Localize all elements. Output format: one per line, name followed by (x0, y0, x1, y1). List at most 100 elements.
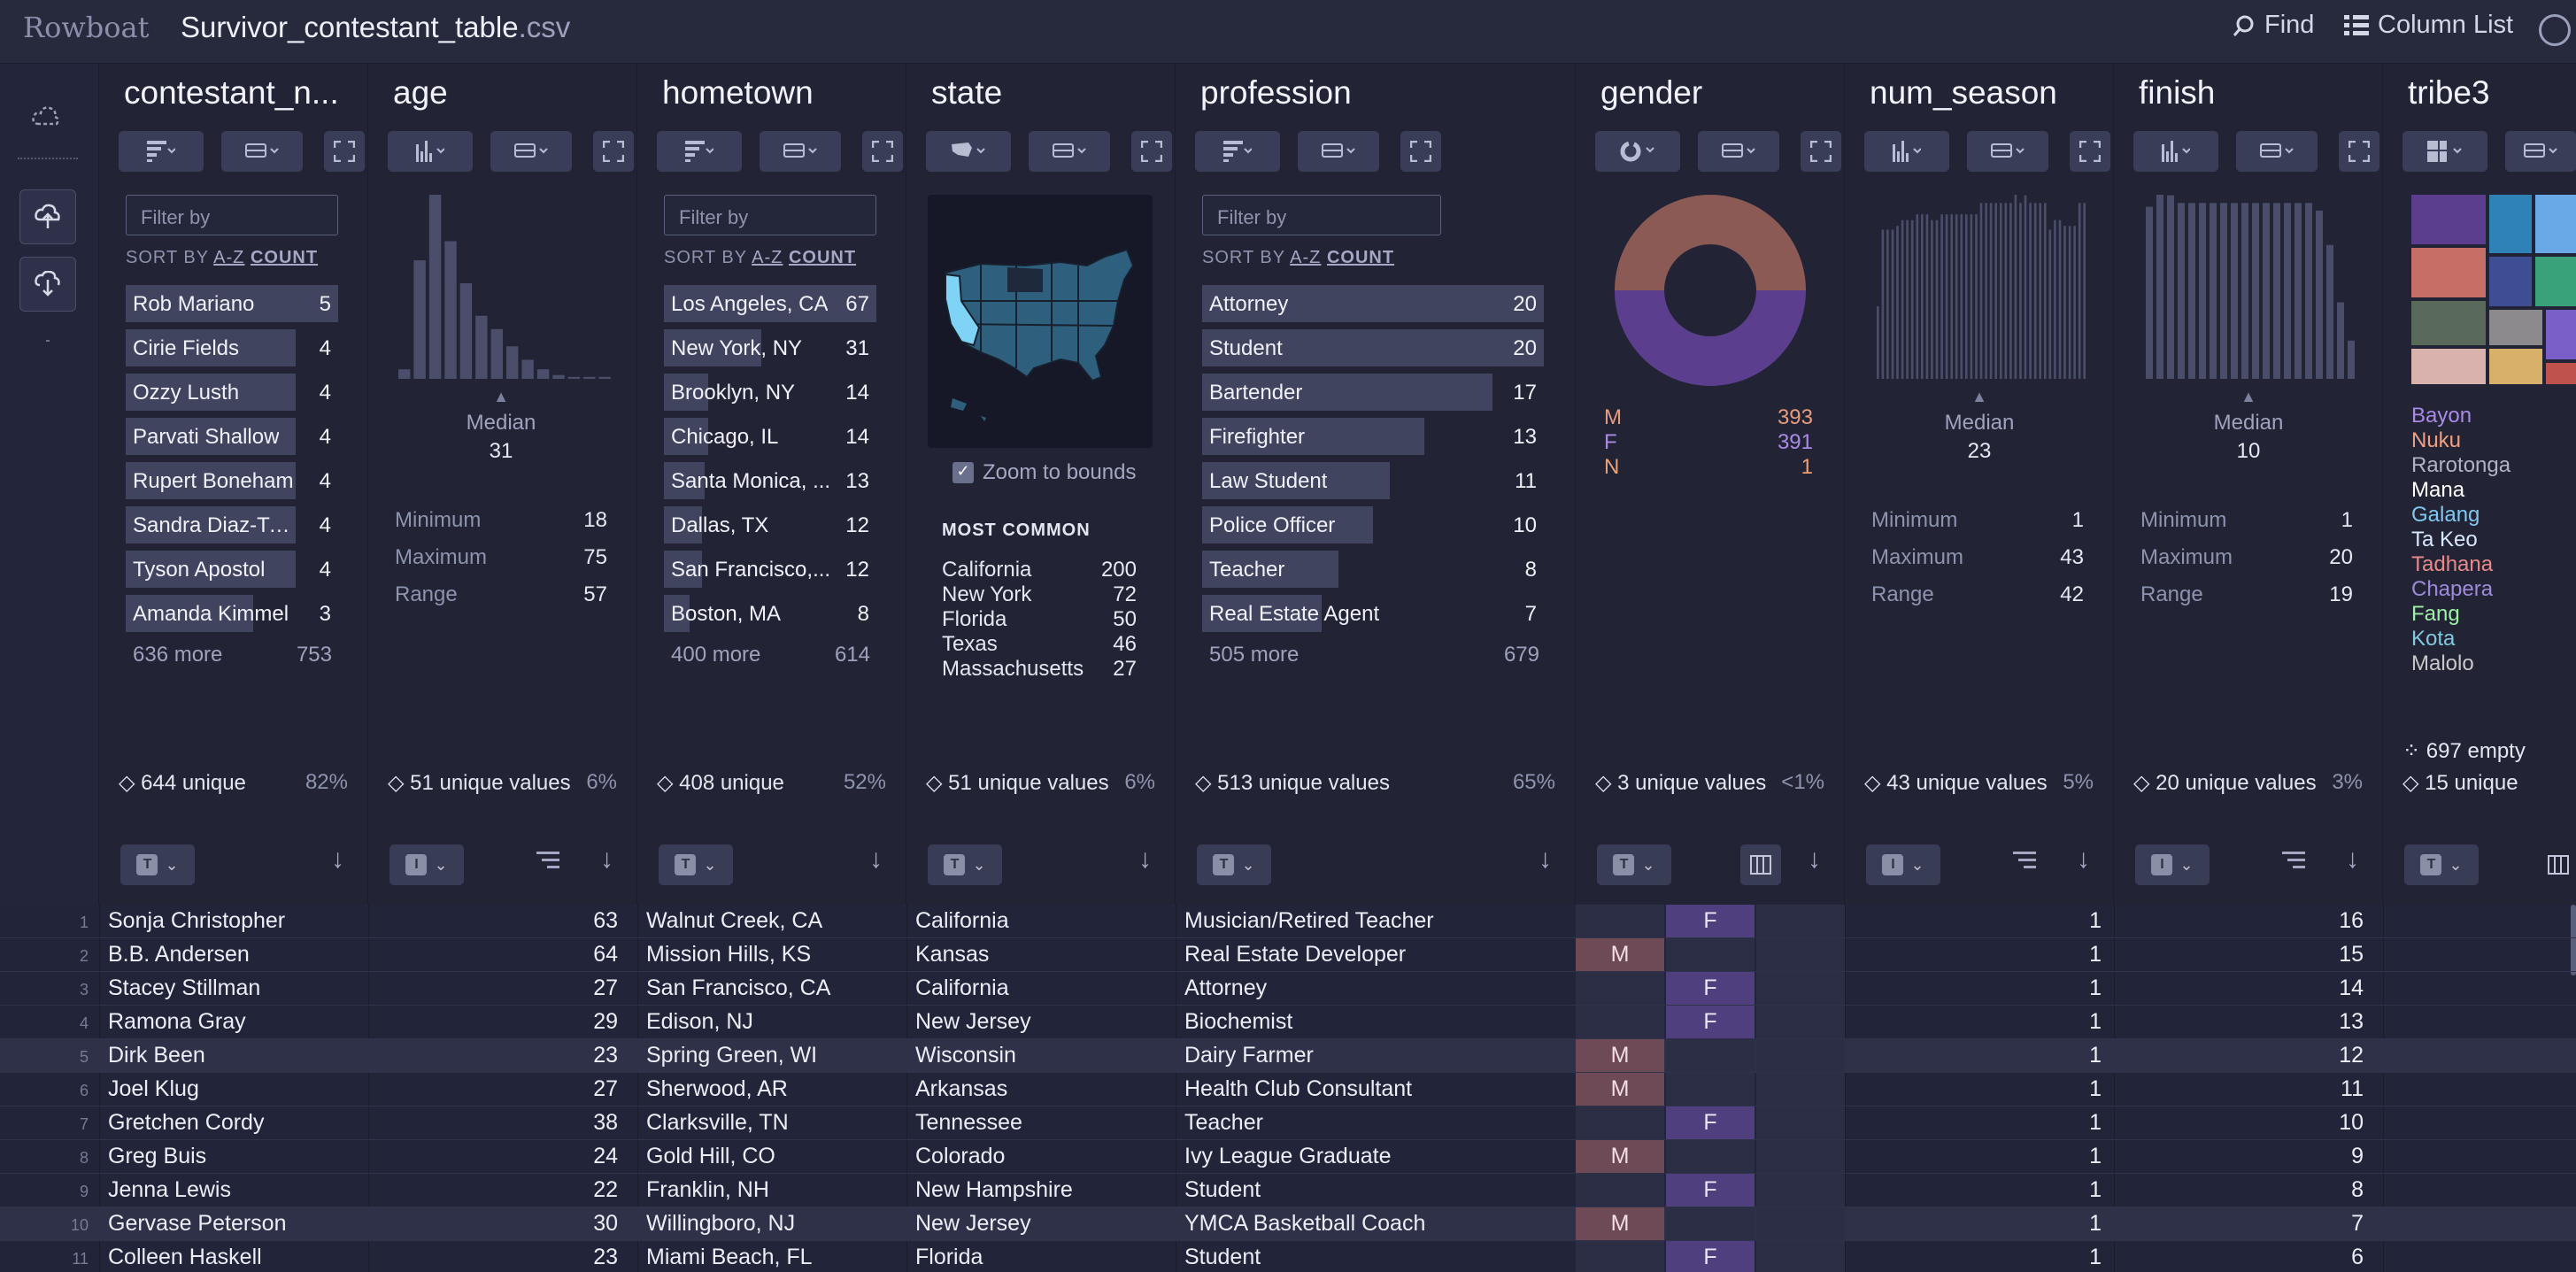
histogram-bar[interactable] (2029, 203, 2032, 379)
cell-state[interactable]: Wisconsin (915, 1043, 1016, 1068)
cell-contestant[interactable]: Dirk Been (108, 1043, 205, 1068)
table-row[interactable]: 8 Greg Buis 24 Gold Hill, CO Colorado Ivy Lea… (0, 1140, 2576, 1174)
cell-finish[interactable]: 13 (2339, 1009, 2364, 1034)
cell-age[interactable]: 23 (593, 1245, 618, 1269)
cell-num-season[interactable]: 1 (2089, 1245, 2102, 1269)
more-values-link[interactable]: 400 more (671, 643, 761, 667)
cell-contestant[interactable]: Ramona Gray (108, 1009, 246, 1034)
treemap-cell[interactable] (2489, 349, 2542, 384)
find-button[interactable]: Find (2233, 11, 2314, 40)
value-item[interactable]: Teacher 8 (1202, 551, 1544, 591)
legend-item-f[interactable]: F 391 (1604, 430, 1813, 454)
histogram-bar[interactable] (2263, 203, 2270, 379)
cell-gender-f[interactable] (1666, 1140, 1755, 1173)
value-item[interactable]: Bartender 17 (1202, 374, 1544, 414)
cell-gender-f[interactable] (1666, 1073, 1755, 1106)
table-row[interactable]: 6 Joel Klug 27 Sherwood, AR Arkansas Health C… (0, 1073, 2576, 1106)
filter-input[interactable]: Filter by (664, 195, 876, 235)
histogram-bar[interactable] (413, 260, 426, 379)
histogram-bar[interactable] (1886, 229, 1889, 380)
histogram-bar[interactable] (490, 328, 503, 379)
cell-contestant[interactable]: Joel Klug (108, 1076, 199, 1101)
histogram-bar[interactable] (2004, 203, 2008, 379)
histogram-bar[interactable] (2024, 195, 2027, 379)
cell-hometown[interactable]: Walnut Creek, CA (646, 908, 823, 933)
cell-num-season[interactable]: 1 (2089, 942, 2102, 967)
cell-gender-f[interactable]: F (1666, 972, 1755, 1005)
cell-num-season[interactable]: 1 (2089, 908, 2102, 933)
cell-profession[interactable]: Attorney (1184, 975, 1268, 1000)
cell-state[interactable]: New Jersey (915, 1211, 1031, 1236)
histogram-bar[interactable] (2048, 229, 2052, 380)
histogram-bar[interactable] (1935, 220, 1939, 379)
expand-button[interactable] (862, 131, 903, 172)
treemap-cell[interactable] (2546, 363, 2576, 384)
print-dropdown[interactable] (2505, 131, 2576, 172)
column-title[interactable]: tribe3 (2408, 74, 2490, 111)
arrow-down-icon[interactable]: ↓ (600, 844, 613, 874)
cell-contestant[interactable]: Sonja Christopher (108, 908, 286, 933)
cell-num-season[interactable]: 1 (2089, 975, 2102, 1000)
value-item[interactable]: Dallas, TX 12 (664, 506, 876, 547)
sort-desc-icon[interactable] (2013, 850, 2036, 873)
cell-profession[interactable]: Student (1184, 1177, 1261, 1202)
legend-item[interactable]: Nuku (2411, 428, 2462, 452)
histogram-bar[interactable] (1906, 220, 1909, 379)
table-row[interactable]: 5 Dirk Been 23 Spring Green, WI Wisconsin Dai… (0, 1039, 2576, 1073)
cell-profession[interactable]: YMCA Basketball Coach (1184, 1211, 1426, 1236)
avatar[interactable] (2539, 14, 2571, 46)
cell-profession[interactable]: Real Estate Developer (1184, 942, 1407, 967)
histogram-bar[interactable] (1955, 214, 1958, 379)
cell-state[interactable]: New Jersey (915, 1009, 1031, 1034)
cell-hometown[interactable]: Franklin, NH (646, 1177, 769, 1202)
value-item[interactable]: Parvati Shallow 4 (126, 418, 338, 459)
histogram-dropdown[interactable] (2133, 131, 2218, 172)
table-row[interactable]: 2 B.B. Andersen 64 Mission Hills, KS Kansas R… (0, 938, 2576, 972)
type-dropdown[interactable]: T ⌄ (928, 844, 1002, 885)
histogram-bar[interactable] (2294, 203, 2302, 379)
cell-finish[interactable]: 12 (2339, 1043, 2364, 1068)
cell-hometown[interactable]: Sherwood, AR (646, 1076, 788, 1101)
value-item[interactable]: Law Student 11 (1202, 462, 1544, 503)
cell-state[interactable]: Arkansas (915, 1076, 1008, 1101)
histogram-bar[interactable] (1921, 214, 1924, 379)
cell-hometown[interactable]: Spring Green, WI (646, 1043, 818, 1068)
cell-hometown[interactable]: Willingboro, NJ (646, 1211, 796, 1236)
treemap-cell[interactable] (2411, 301, 2486, 345)
print-dropdown[interactable] (1029, 131, 1110, 172)
histogram-bar[interactable] (2063, 226, 2066, 379)
expand-button[interactable] (2339, 131, 2379, 172)
type-dropdown[interactable]: I ⌄ (389, 844, 464, 885)
cell-gender-n[interactable] (1756, 1039, 1845, 1072)
cell-gender-f[interactable] (1666, 1207, 1755, 1240)
histogram-bar[interactable] (2167, 195, 2174, 379)
column-title[interactable]: state (931, 74, 1003, 111)
print-dropdown[interactable] (760, 131, 841, 172)
us-map-panel[interactable] (928, 195, 1153, 448)
legend-item[interactable]: Kota (2411, 627, 2456, 651)
cell-gender-m[interactable] (1576, 1006, 1664, 1038)
sort-az-link[interactable]: A-Z (213, 248, 245, 267)
histogram-bar[interactable] (2231, 203, 2238, 379)
sort-mode-dropdown[interactable] (657, 131, 742, 172)
column-title[interactable]: age (393, 74, 448, 111)
expand-button[interactable] (2070, 131, 2110, 172)
treemap-dropdown[interactable] (2402, 131, 2487, 172)
sort-count-link[interactable]: COUNT (788, 248, 857, 267)
map-dropdown[interactable] (926, 131, 1011, 172)
treemap-cell[interactable] (2546, 310, 2576, 359)
more-values-link[interactable]: 505 more (1209, 643, 1300, 667)
cell-contestant[interactable]: Gretchen Cordy (108, 1110, 265, 1135)
histogram-bar[interactable] (1975, 214, 1978, 379)
histogram-bar[interactable] (2054, 220, 2056, 379)
cell-gender-m[interactable] (1576, 1241, 1664, 1272)
histogram-bar[interactable] (2241, 203, 2248, 379)
histogram-bar[interactable] (1881, 229, 1885, 380)
treemap-cell[interactable] (2535, 195, 2576, 253)
cell-num-season[interactable]: 1 (2089, 1076, 2102, 1101)
histogram-bar[interactable] (2199, 203, 2206, 379)
cell-contestant[interactable]: Colleen Haskell (108, 1245, 262, 1269)
cell-contestant[interactable]: Jenna Lewis (108, 1177, 231, 1202)
histogram-dropdown[interactable] (1864, 131, 1949, 172)
cell-gender-f[interactable]: F (1666, 1006, 1755, 1038)
